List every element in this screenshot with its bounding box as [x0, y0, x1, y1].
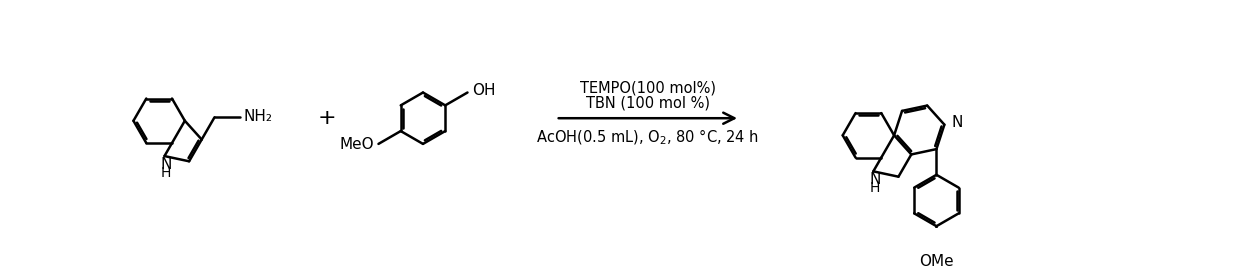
Text: +: + [317, 108, 336, 128]
Text: TBN (100 mol %): TBN (100 mol %) [585, 95, 709, 110]
Text: N: N [951, 115, 962, 130]
Text: OH: OH [471, 83, 495, 98]
Text: NH₂: NH₂ [244, 109, 273, 124]
Text: MeO: MeO [340, 137, 374, 152]
Text: TEMPO(100 mol%): TEMPO(100 mol%) [580, 81, 715, 96]
Text: AcOH(0.5 mL), O$_2$, 80 °C, 24 h: AcOH(0.5 mL), O$_2$, 80 °C, 24 h [537, 127, 759, 147]
Text: N: N [160, 157, 172, 172]
Text: N: N [869, 172, 880, 186]
Text: H: H [161, 166, 171, 180]
Text: H: H [869, 181, 880, 196]
Text: OMe: OMe [919, 253, 954, 266]
